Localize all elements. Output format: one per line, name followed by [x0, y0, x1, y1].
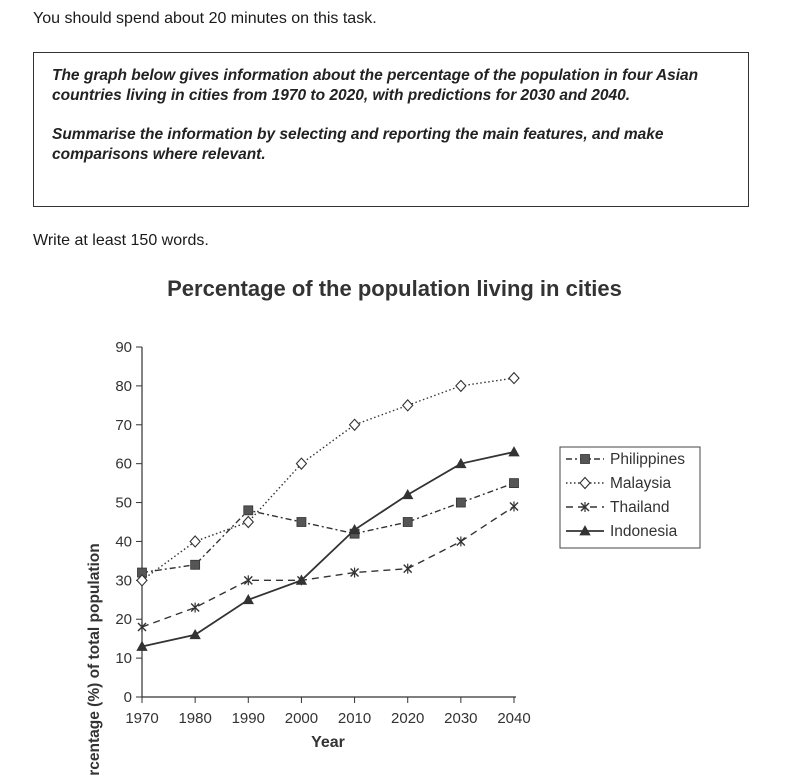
y-tick-label: 30 — [115, 572, 132, 589]
data-point-malaysia-2030 — [455, 379, 467, 393]
series-line-thailand — [141, 505, 515, 628]
data-point-indonesia-2020 — [402, 488, 414, 500]
chart-title-text: Percentage of the population living in c… — [167, 276, 622, 301]
x-tick-label: 2020 — [391, 710, 424, 727]
data-point-philippines-1980 — [190, 559, 201, 570]
x-tick-label: 2030 — [444, 710, 477, 727]
legend-label-philippines: Philippines — [610, 451, 685, 468]
x-tick-label: 1970 — [125, 710, 158, 727]
y-tick-label: 60 — [115, 456, 132, 473]
data-point-indonesia-2040 — [508, 446, 520, 457]
legend-label-thailand: Thailand — [610, 499, 669, 516]
data-point-philippines-2000 — [296, 517, 307, 527]
legend-marker-philippines — [580, 454, 590, 464]
data-point-malaysia-2020 — [401, 399, 414, 412]
legend-label-indonesia: Indonesia — [610, 523, 678, 540]
data-point-indonesia-1970 — [136, 640, 148, 651]
data-point-malaysia-2040 — [508, 371, 520, 385]
legend-marker-malaysia — [579, 476, 591, 490]
data-point-malaysia-1970 — [136, 574, 148, 587]
data-point-malaysia-1980 — [189, 535, 201, 548]
data-point-thailand-2020 — [403, 563, 413, 574]
chart-series-markers — [136, 371, 520, 651]
x-tick-label: 2000 — [285, 710, 318, 727]
x-tick-label: 2010 — [338, 710, 371, 727]
data-point-indonesia-2000 — [295, 574, 308, 585]
y-tick-label: 40 — [115, 533, 132, 550]
data-point-malaysia-2000 — [295, 457, 308, 470]
y-tick-label: 80 — [115, 378, 132, 395]
series-line-indonesia — [141, 451, 515, 648]
y-tick-label: 70 — [115, 417, 132, 434]
chart-series-lines — [141, 377, 515, 648]
data-point-malaysia-1990 — [242, 515, 255, 529]
y-tick-label: 0 — [124, 689, 132, 706]
data-point-thailand-1970 — [137, 622, 147, 632]
x-tick-label: 1990 — [232, 710, 265, 727]
data-point-thailand-2040 — [509, 501, 519, 512]
series-line-philippines — [141, 482, 515, 574]
x-axis-title: Year — [311, 734, 345, 751]
data-point-philippines-2040 — [509, 478, 519, 489]
data-point-indonesia-2010 — [348, 523, 361, 535]
data-point-malaysia-2010 — [348, 418, 361, 432]
y-tick-label: 90 — [115, 339, 132, 356]
x-tick-label: 1980 — [178, 710, 211, 727]
data-point-thailand-2030 — [456, 536, 466, 547]
task-paragraph-2: Summarise the information by selecting a… — [52, 126, 664, 163]
data-point-thailand-2010 — [350, 567, 360, 578]
word-count-note: Write at least 150 words. — [33, 232, 209, 249]
task-box: The graph below gives information about … — [33, 52, 749, 207]
data-point-philippines-2030 — [455, 497, 466, 508]
y-tick-label: 50 — [115, 495, 132, 512]
data-point-thailand-1980 — [190, 602, 200, 613]
data-point-philippines-2020 — [402, 517, 413, 527]
series-line-malaysia — [141, 377, 515, 581]
y-axis-title: Percentage (%) of total population — [86, 543, 103, 775]
data-point-indonesia-1980 — [189, 628, 201, 640]
data-point-indonesia-1990 — [242, 593, 254, 605]
time-note: You should spend about 20 minutes on thi… — [33, 10, 377, 27]
y-tick-label: 20 — [115, 611, 132, 628]
x-tick-label: 2040 — [497, 710, 530, 727]
data-point-philippines-1990 — [243, 505, 254, 516]
data-point-indonesia-2030 — [455, 457, 467, 469]
legend-marker-thailand — [580, 502, 590, 512]
chart-legend: Philippines Malaysia Thailand Indonesia — [559, 446, 701, 549]
task-paragraph-1: The graph below gives information about … — [52, 67, 699, 104]
y-tick-label: 10 — [115, 650, 132, 667]
legend-marker-indonesia — [579, 525, 591, 536]
legend-label-malaysia: Malaysia — [610, 475, 672, 492]
data-point-thailand-1990 — [243, 575, 253, 586]
chart-title: Percentage of the population living in c… — [0, 276, 789, 302]
